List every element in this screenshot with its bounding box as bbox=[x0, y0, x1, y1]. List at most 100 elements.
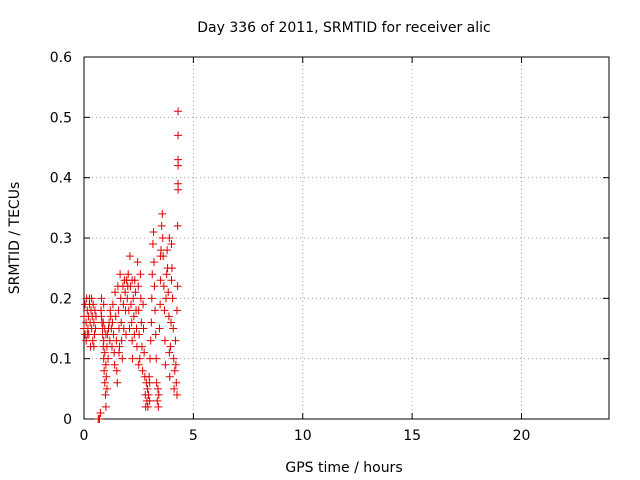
data-point bbox=[139, 324, 148, 333]
data-point bbox=[144, 390, 153, 399]
data-point bbox=[171, 360, 180, 369]
data-point bbox=[164, 312, 173, 321]
data-point bbox=[135, 354, 144, 363]
data-point bbox=[111, 312, 120, 321]
data-point bbox=[91, 324, 100, 333]
data-point bbox=[112, 366, 121, 375]
y-tick-label: 0 bbox=[63, 412, 72, 428]
data-points bbox=[80, 107, 183, 423]
data-point bbox=[88, 336, 97, 345]
data-point bbox=[148, 270, 157, 279]
data-point bbox=[83, 330, 92, 339]
data-point bbox=[173, 221, 182, 230]
data-point bbox=[138, 366, 147, 375]
data-point bbox=[110, 360, 119, 369]
data-point bbox=[168, 294, 177, 303]
data-point bbox=[128, 336, 137, 345]
data-point bbox=[97, 294, 106, 303]
data-point bbox=[111, 288, 120, 297]
data-point bbox=[149, 227, 158, 236]
data-point bbox=[148, 240, 157, 249]
x-tick-labels: 0 5 10 15 20 bbox=[80, 428, 531, 444]
data-point bbox=[134, 360, 143, 369]
data-point bbox=[102, 384, 111, 393]
data-point bbox=[134, 282, 143, 291]
data-point bbox=[128, 276, 137, 285]
y-axis-label: SRMTID / TECUs bbox=[7, 182, 23, 295]
data-point bbox=[136, 294, 145, 303]
data-point bbox=[153, 384, 162, 393]
x-tick-label: 20 bbox=[513, 428, 531, 444]
data-point bbox=[165, 372, 174, 381]
data-point bbox=[137, 342, 146, 351]
y-tick-label: 0.1 bbox=[50, 352, 72, 368]
tick-layer bbox=[83, 56, 609, 420]
data-point bbox=[161, 360, 170, 369]
data-point bbox=[125, 252, 134, 261]
data-point bbox=[116, 270, 125, 279]
data-point bbox=[172, 390, 181, 399]
data-point bbox=[139, 300, 148, 309]
data-point bbox=[172, 378, 181, 387]
data-point bbox=[99, 300, 108, 309]
data-point bbox=[167, 240, 176, 249]
data-point bbox=[124, 306, 133, 315]
x-axis-label: GPS time / hours bbox=[285, 460, 402, 476]
data-point bbox=[101, 360, 110, 369]
data-point bbox=[153, 396, 162, 405]
data-point bbox=[122, 330, 130, 339]
data-point bbox=[121, 288, 130, 297]
data-point bbox=[156, 276, 165, 285]
data-point bbox=[109, 330, 118, 339]
data-point bbox=[158, 209, 167, 218]
data-point bbox=[166, 342, 175, 351]
data-point bbox=[167, 264, 176, 273]
y-tick-label: 0.6 bbox=[50, 50, 72, 66]
y-tick-label: 0.2 bbox=[50, 291, 72, 307]
data-point bbox=[100, 366, 109, 375]
data-point bbox=[163, 246, 172, 255]
y-tick-labels: 0 0.1 0.2 0.3 0.4 0.5 0.6 bbox=[50, 50, 72, 428]
data-point bbox=[89, 342, 98, 351]
data-point bbox=[157, 221, 166, 230]
data-point bbox=[131, 288, 140, 297]
data-point bbox=[136, 270, 145, 279]
data-point bbox=[155, 324, 164, 333]
data-point bbox=[152, 378, 161, 387]
data-point bbox=[108, 300, 117, 309]
data-point bbox=[160, 306, 169, 315]
data-point bbox=[147, 318, 156, 327]
data-point bbox=[104, 354, 113, 363]
data-point bbox=[151, 306, 160, 315]
data-point bbox=[159, 282, 168, 291]
data-point bbox=[169, 354, 178, 363]
y-tick-label: 0.4 bbox=[50, 171, 72, 187]
data-point bbox=[133, 258, 142, 267]
data-point bbox=[128, 354, 137, 363]
x-tick-label: 10 bbox=[294, 428, 312, 444]
x-tick-label: 15 bbox=[403, 428, 421, 444]
data-point bbox=[165, 234, 174, 242]
data-point bbox=[162, 270, 171, 279]
data-point bbox=[108, 342, 116, 351]
data-point bbox=[137, 318, 146, 327]
data-point bbox=[97, 312, 106, 321]
data-point bbox=[145, 378, 154, 387]
data-point bbox=[129, 294, 138, 303]
data-point bbox=[151, 330, 160, 339]
data-point bbox=[152, 354, 161, 363]
data-point bbox=[167, 318, 176, 327]
data-point bbox=[145, 396, 154, 405]
chart-title: Day 336 of 2011, SRMTID for receiver ali… bbox=[197, 20, 490, 36]
data-point bbox=[147, 294, 156, 303]
grid-layer bbox=[84, 57, 609, 419]
data-point bbox=[127, 300, 136, 309]
data-point bbox=[126, 282, 135, 291]
data-point bbox=[100, 378, 109, 387]
y-tick-label: 0.5 bbox=[50, 110, 72, 126]
data-point bbox=[113, 378, 122, 387]
data-point bbox=[115, 348, 123, 357]
data-point bbox=[150, 282, 159, 291]
